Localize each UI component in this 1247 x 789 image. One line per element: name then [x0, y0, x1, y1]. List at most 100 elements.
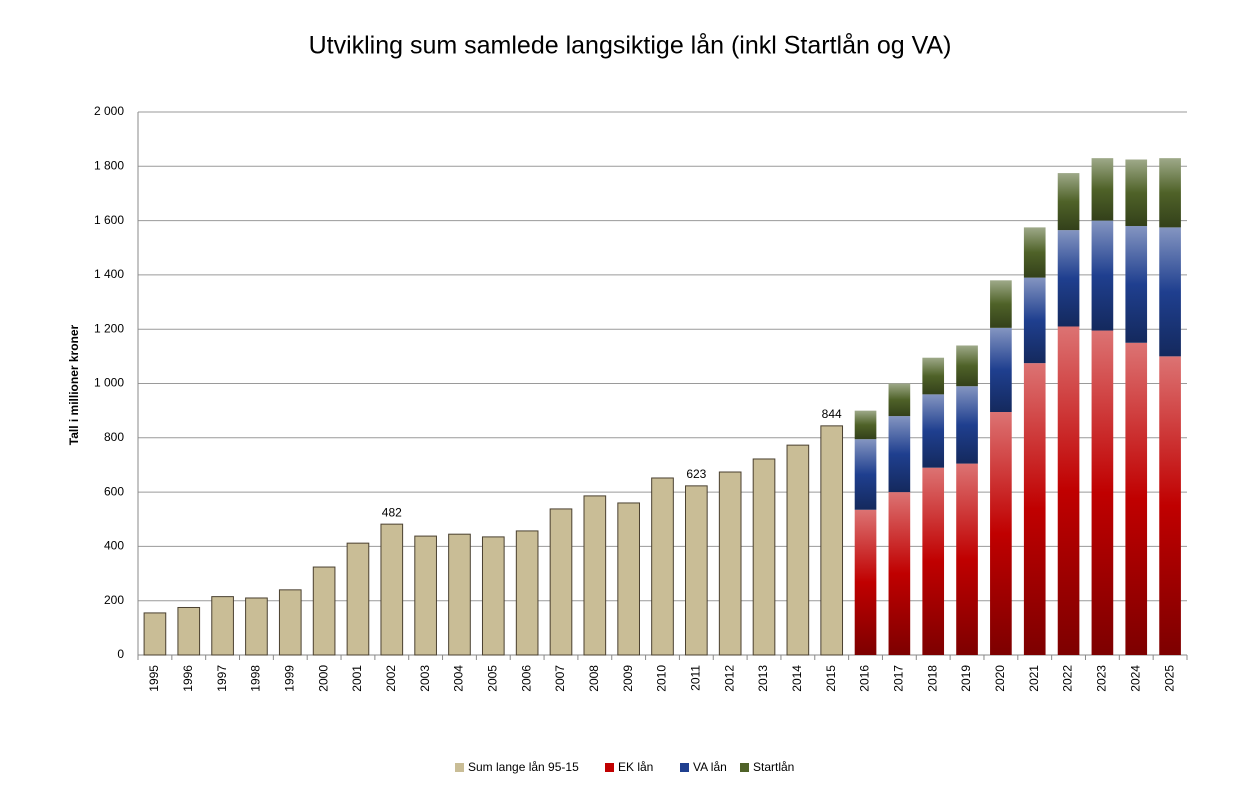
bar-segment	[1159, 158, 1181, 228]
x-tick-label: 1996	[181, 665, 195, 692]
y-tick-label: 800	[104, 430, 124, 444]
y-tick-label: 200	[104, 593, 124, 607]
bar-segment	[1057, 230, 1080, 327]
y-tick-label: 2 000	[94, 104, 124, 118]
y-tick-label: 1 000	[94, 376, 124, 390]
x-tick-label: 1997	[215, 665, 229, 692]
x-tick-label: 2023	[1095, 665, 1109, 692]
bar-segment	[888, 383, 911, 417]
x-tick-label: 2006	[519, 665, 533, 692]
data-label: 482	[382, 505, 402, 519]
bar-segment	[1125, 226, 1148, 343]
bar-segment	[820, 425, 844, 656]
x-tick-label: 2024	[1128, 665, 1142, 692]
x-tick-label: 2021	[1027, 665, 1041, 692]
bar-segment	[245, 597, 268, 656]
bar-segment	[549, 508, 573, 656]
bar-segment	[617, 502, 640, 656]
bar-segment	[1023, 363, 1046, 655]
bar-segment	[854, 509, 877, 655]
bar-segment	[346, 542, 370, 656]
bar-segment	[1091, 330, 1114, 655]
bar-segment	[922, 357, 945, 395]
bar-segment	[718, 471, 742, 656]
x-tick-label: 1995	[147, 665, 161, 692]
bar-segment	[752, 458, 776, 656]
bar-segment	[854, 439, 877, 510]
y-tick-label: 600	[104, 484, 124, 498]
x-tick-label: 2025	[1162, 665, 1176, 692]
bar-segment	[1091, 158, 1114, 221]
bar-segment	[651, 477, 674, 656]
bar-segment	[1091, 220, 1114, 331]
x-tick-label: 2012	[722, 665, 736, 692]
bar-segment	[922, 467, 945, 655]
legend-swatch	[740, 763, 749, 772]
bar-segment	[956, 345, 978, 387]
x-tick-label: 2008	[587, 665, 601, 692]
bar-segment	[143, 612, 167, 656]
x-tick-label: 2007	[553, 665, 567, 692]
bar-segment	[956, 386, 978, 464]
bar-segment	[990, 412, 1012, 655]
bar-segment	[888, 416, 911, 493]
y-tick-label: 1 600	[94, 213, 124, 227]
x-tick-label: 2018	[925, 665, 939, 692]
bar-segment	[1023, 227, 1046, 278]
x-tick-label: 2019	[959, 665, 973, 692]
bar-segment	[786, 444, 810, 656]
legend-label: EK lån	[618, 760, 653, 774]
legend-label: Sum lange lån 95-15	[468, 760, 579, 774]
x-tick-label: 2022	[1061, 665, 1075, 692]
bar-segment	[414, 535, 437, 656]
legend-swatch	[680, 763, 689, 772]
bar-segment	[685, 485, 708, 656]
bar-segment	[922, 394, 945, 468]
y-axis-label: Tall i millioner kroner	[67, 324, 81, 445]
bar-segment	[583, 495, 607, 656]
x-tick-label: 1998	[249, 665, 263, 692]
legend-label: Startlån	[753, 760, 794, 774]
x-tick-label: 2013	[756, 665, 770, 692]
x-tick-label: 2004	[452, 665, 466, 692]
x-tick-label: 2010	[655, 665, 669, 692]
x-tick-label: 2005	[485, 665, 499, 692]
y-tick-label: 400	[104, 539, 124, 553]
data-label: 844	[822, 407, 842, 421]
x-tick-label: 2015	[824, 665, 838, 692]
bar-segment	[1023, 277, 1046, 364]
y-tick-label: 1 200	[94, 321, 124, 335]
y-tick-label: 1 800	[94, 158, 124, 172]
x-tick-label: 2017	[892, 665, 906, 692]
legend-label: VA lån	[693, 760, 727, 774]
bar-segment	[278, 589, 302, 656]
bar-segment	[854, 410, 877, 440]
x-tick-label: 2020	[993, 665, 1007, 692]
x-tick-label: 2016	[858, 665, 872, 692]
bar-segment	[312, 566, 336, 656]
x-tick-label: 2001	[350, 665, 364, 692]
bar-segment	[956, 463, 978, 655]
bar-segment	[990, 327, 1012, 413]
bar-segment	[1125, 342, 1148, 655]
bar-segment	[515, 530, 539, 656]
x-tick-label: 2011	[689, 665, 703, 691]
x-tick-label: 2000	[316, 665, 330, 692]
bar-segment	[888, 492, 911, 655]
x-tick-label: 1999	[282, 665, 296, 692]
bar-segment	[177, 606, 201, 656]
legend-swatch	[455, 763, 464, 772]
bar-segment	[1057, 326, 1080, 655]
bar-segment	[990, 280, 1012, 328]
bar-segment	[1159, 227, 1181, 357]
y-tick-label: 0	[117, 647, 124, 661]
y-tick-label: 1 400	[94, 267, 124, 281]
bar-segment	[1125, 159, 1148, 227]
bar-segment	[380, 523, 404, 656]
bar-segment	[481, 536, 505, 656]
data-label: 623	[686, 467, 706, 481]
bar-segment	[1057, 173, 1080, 231]
bar-segment	[211, 596, 234, 656]
x-tick-label: 2009	[621, 665, 635, 692]
